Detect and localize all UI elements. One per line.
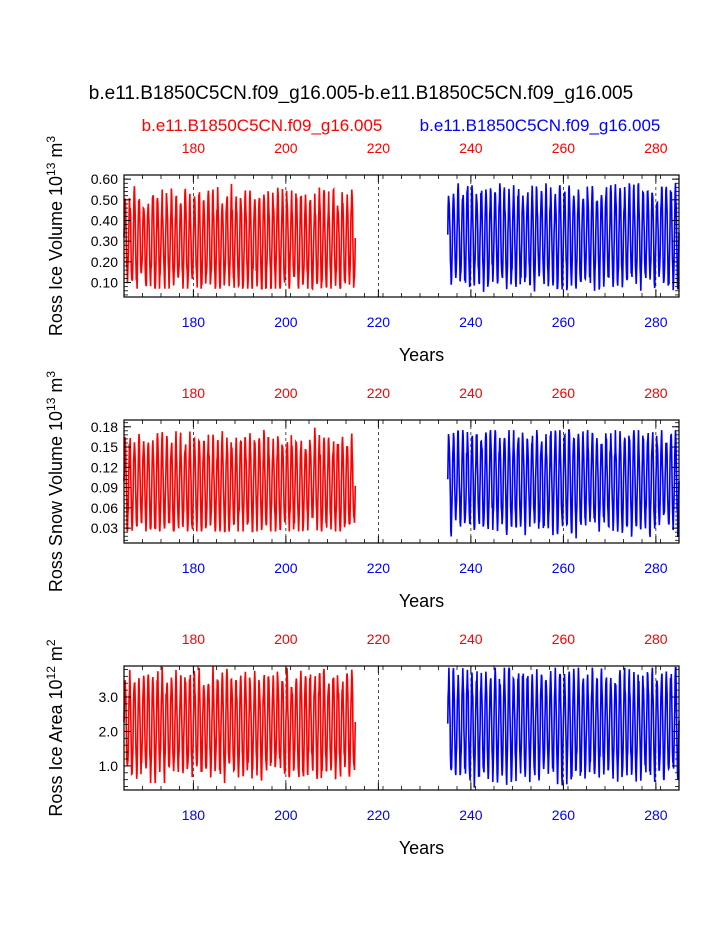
x-tick-label-bottom: 220: [367, 807, 391, 823]
x-tick-label-top: 240: [459, 385, 483, 401]
x-tick-label-top: 200: [274, 631, 298, 647]
x-tick-label-bottom: 180: [182, 560, 206, 576]
x-tick-label-top: 180: [182, 140, 206, 156]
x-tick-label-bottom: 260: [552, 314, 576, 330]
y-tick-label: 0.06: [91, 500, 118, 516]
x-tick-label-bottom: 180: [182, 807, 206, 823]
y-tick-label: 0.09: [91, 480, 118, 496]
x-tick-label-bottom: 240: [459, 560, 483, 576]
case1-series-line: [123, 427, 357, 533]
case2-series-line: [447, 429, 680, 539]
case2-series-line: [447, 666, 680, 788]
case2-subtitle: b.e11.B1850C5CN.f09_g16.005: [420, 116, 661, 135]
x-tick-label-top: 240: [459, 631, 483, 647]
y-tick-label: 0.12: [91, 459, 118, 475]
x-tick-label-top: 260: [552, 385, 576, 401]
x-tick-label-bottom: 260: [552, 560, 576, 576]
y-tick-label: 0.30: [91, 233, 118, 249]
case1-series-line: [123, 665, 357, 784]
panel-3: 1.0 2.0 3.0 180 180 200 200 220 220 240 240 260 260 2…: [44, 631, 680, 858]
x-tick-label-bottom: 260: [552, 807, 576, 823]
x-tick-label-bottom: 200: [274, 807, 298, 823]
y-tick-label: 2.0: [99, 723, 119, 739]
y-tick-label: 0.40: [91, 212, 118, 228]
x-tick-label-bottom: 200: [274, 560, 298, 576]
y-axis-label: Ross Ice Volume 1013 m3: [44, 136, 66, 336]
x-tick-label-top: 240: [459, 140, 483, 156]
x-tick-label-top: 260: [552, 631, 576, 647]
x-axis-label: Years: [399, 838, 444, 858]
x-tick-label-top: 280: [644, 631, 668, 647]
y-tick-label: 3.0: [99, 689, 119, 705]
panels: 0.10 0.20 0.30 0.40 0.50 0.60 180 180 200 200 220 2…: [44, 136, 680, 858]
x-tick-label-top: 200: [274, 140, 298, 156]
x-axis-label: Years: [399, 345, 444, 365]
x-tick-label-bottom: 240: [459, 314, 483, 330]
y-tick-label: 0.03: [91, 520, 118, 536]
y-tick-label: 0.60: [91, 171, 118, 187]
y-tick-label: 0.10: [91, 275, 118, 291]
x-tick-label-bottom: 280: [644, 560, 668, 576]
x-tick-label-bottom: 200: [274, 314, 298, 330]
y-axis-label: Ross Snow Volume 1013 m3: [44, 371, 66, 592]
x-tick-label-bottom: 220: [367, 560, 391, 576]
x-tick-label-top: 180: [182, 631, 206, 647]
x-tick-label-top: 220: [367, 140, 391, 156]
x-tick-label-bottom: 280: [644, 807, 668, 823]
y-tick-label: 0.50: [91, 192, 118, 208]
x-tick-label-top: 280: [644, 140, 668, 156]
x-tick-label-bottom: 240: [459, 807, 483, 823]
x-tick-label-top: 180: [182, 385, 206, 401]
x-tick-label-top: 260: [552, 140, 576, 156]
y-tick-label: 1.0: [99, 758, 119, 774]
x-tick-label-bottom: 280: [644, 314, 668, 330]
x-tick-label-top: 220: [367, 385, 391, 401]
x-tick-label-top: 220: [367, 631, 391, 647]
y-tick-label: 0.18: [91, 419, 118, 435]
case2-series-line: [447, 183, 680, 292]
case1-series-line: [123, 183, 357, 291]
x-tick-label-top: 200: [274, 385, 298, 401]
panel-1: 0.10 0.20 0.30 0.40 0.50 0.60 180 180 200 200 220 2…: [44, 136, 680, 365]
x-tick-label-bottom: 180: [182, 314, 206, 330]
chart-title: b.e11.B1850C5CN.f09_g16.005-b.e11.B1850C…: [89, 83, 633, 104]
panel-2: 0.03 0.06 0.09 0.12 0.15 0.18 180 180 200 200 220 2…: [44, 371, 680, 611]
x-tick-label-top: 280: [644, 385, 668, 401]
x-axis-label: Years: [399, 591, 444, 611]
x-tick-label-bottom: 220: [367, 314, 391, 330]
case1-subtitle: b.e11.B1850C5CN.f09_g16.005: [142, 116, 383, 135]
y-axis-label: Ross Ice Area 1012 m2: [44, 639, 66, 816]
y-tick-label: 0.20: [91, 254, 118, 270]
y-tick-label: 0.15: [91, 439, 118, 455]
